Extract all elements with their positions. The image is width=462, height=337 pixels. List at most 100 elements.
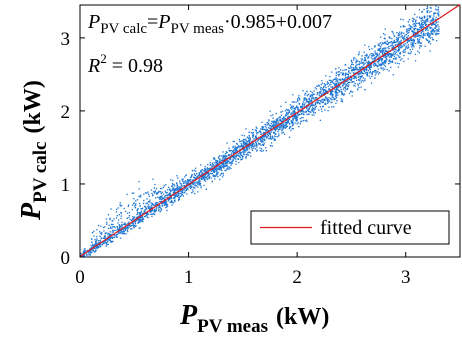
scatter-point xyxy=(381,42,383,44)
scatter-point xyxy=(285,114,287,117)
scatter-point xyxy=(212,169,214,172)
scatter-point xyxy=(428,15,430,17)
scatter-point xyxy=(320,101,322,103)
scatter-point xyxy=(310,105,312,107)
scatter-point xyxy=(226,151,228,154)
scatter-point xyxy=(202,178,204,180)
scatter-point xyxy=(175,188,177,190)
scatter-point xyxy=(254,136,257,138)
scatter-point xyxy=(242,151,244,153)
scatter-point xyxy=(110,208,112,210)
scatter-point xyxy=(270,115,272,117)
scatter-point xyxy=(143,193,145,195)
scatter-point xyxy=(216,163,218,165)
scatter-point xyxy=(395,58,397,60)
scatter-point xyxy=(127,204,130,206)
scatter-point xyxy=(217,171,219,173)
scatter-point xyxy=(82,252,85,254)
scatter-point xyxy=(262,136,264,138)
scatter-point xyxy=(331,89,333,91)
scatter-point xyxy=(425,18,428,21)
scatter-point xyxy=(166,209,168,212)
scatter-point xyxy=(111,241,113,243)
scatter-point xyxy=(238,155,240,157)
scatter-point xyxy=(199,178,201,180)
scatter-point xyxy=(387,51,389,53)
scatter-point xyxy=(219,155,221,157)
scatter-point xyxy=(298,96,300,98)
scatter-point xyxy=(240,158,243,160)
scatter-point xyxy=(176,184,178,186)
scatter-point xyxy=(159,191,161,193)
scatter-point xyxy=(111,237,113,239)
scatter-point xyxy=(355,61,357,63)
scatter-point xyxy=(286,120,288,122)
scatter-point xyxy=(370,82,373,84)
scatter-point xyxy=(266,133,269,135)
scatter-point xyxy=(360,86,362,88)
scatter-point xyxy=(88,254,90,256)
scatter-point xyxy=(358,53,360,55)
scatter-point xyxy=(192,183,194,186)
scatter-point xyxy=(393,50,396,53)
scatter-point xyxy=(363,63,365,65)
scatter-point xyxy=(165,203,168,205)
scatter-point xyxy=(178,197,181,199)
scatter-point xyxy=(163,202,165,205)
scatter-point xyxy=(285,125,287,127)
scatter-point xyxy=(311,110,313,112)
scatter-point xyxy=(204,176,206,178)
scatter-point xyxy=(190,187,192,190)
scatter-point xyxy=(127,231,129,233)
scatter-point xyxy=(268,137,270,140)
scatter-point xyxy=(241,134,243,136)
scatter-point xyxy=(268,130,270,132)
scatter-point xyxy=(236,148,238,150)
scatter-point xyxy=(250,141,253,143)
scatter-point xyxy=(327,99,330,101)
scatter-point xyxy=(436,12,439,14)
scatter-point xyxy=(266,122,268,124)
scatter-point xyxy=(202,176,204,178)
scatter-point xyxy=(261,126,263,128)
scatter-point xyxy=(361,79,363,81)
scatter-point xyxy=(313,98,315,100)
scatter-point xyxy=(256,150,258,152)
scatter-point xyxy=(211,163,214,165)
scatter-point xyxy=(428,11,431,13)
scatter-point xyxy=(438,15,440,17)
scatter-point xyxy=(92,244,94,247)
scatter-point xyxy=(126,227,129,229)
scatter-point xyxy=(145,202,147,205)
x-tick-label: 3 xyxy=(401,267,411,288)
scatter-point xyxy=(105,241,107,244)
scatter-point xyxy=(335,68,337,70)
scatter-point xyxy=(426,27,428,29)
scatter-point xyxy=(100,225,102,227)
scatter-point xyxy=(91,243,94,246)
scatter-point xyxy=(278,119,281,121)
scatter-point xyxy=(90,244,92,247)
scatter-point xyxy=(115,229,117,231)
scatter-point xyxy=(431,37,433,39)
scatter-point xyxy=(357,83,359,85)
scatter-point xyxy=(374,62,376,64)
scatter-point xyxy=(115,236,117,238)
scatter-point xyxy=(158,206,160,209)
scatter-point xyxy=(155,188,158,190)
scatter-point xyxy=(403,54,405,57)
scatter-point xyxy=(407,46,410,48)
scatter-point xyxy=(349,90,352,93)
scatter-point xyxy=(146,198,148,200)
scatter-point xyxy=(429,16,431,19)
scatter-point xyxy=(228,162,230,164)
scatter-point xyxy=(128,215,131,217)
scatter-point xyxy=(379,51,381,53)
scatter-point xyxy=(264,134,266,136)
scatter-point xyxy=(146,216,148,218)
scatter-point xyxy=(126,229,128,231)
scatter-point xyxy=(215,160,218,162)
scatter-point xyxy=(172,192,175,194)
scatter-point xyxy=(408,28,410,30)
scatter-point xyxy=(382,33,385,35)
